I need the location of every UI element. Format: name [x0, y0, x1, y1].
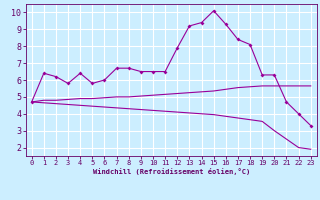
X-axis label: Windchill (Refroidissement éolien,°C): Windchill (Refroidissement éolien,°C): [92, 168, 250, 175]
